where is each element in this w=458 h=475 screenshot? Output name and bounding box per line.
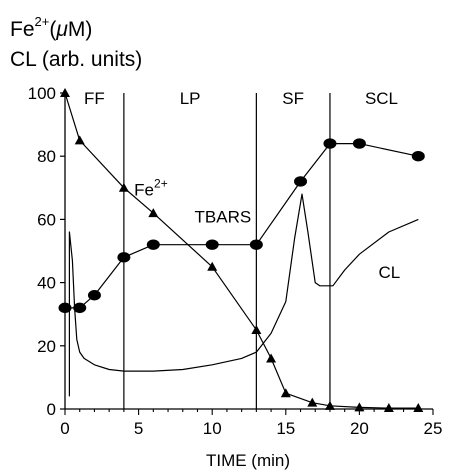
fe-data-point — [280, 388, 291, 398]
annotation-fe: Fe2+ — [134, 177, 168, 200]
y-tick-label: 0 — [47, 400, 56, 419]
fe-data-point — [324, 400, 335, 410]
phase-label-ff: FF — [84, 89, 105, 108]
x-tick-label: 15 — [276, 419, 295, 438]
y-axis-label-cl: CL (arb. units) — [10, 48, 142, 71]
fe-data-point — [118, 182, 129, 192]
fe-data-point — [74, 135, 85, 145]
x-tick-label: 25 — [424, 419, 443, 438]
y-label-unit: M) — [68, 18, 93, 41]
fe-data-point — [266, 353, 277, 363]
fe-data-point — [60, 88, 70, 97]
fe-data-point — [307, 397, 318, 407]
tbars-data-point — [352, 138, 366, 149]
x-tick-label: 10 — [203, 419, 222, 438]
tbars-data-point — [323, 138, 337, 149]
fe-data-point — [383, 403, 394, 413]
y-label-paren: ( — [49, 18, 56, 41]
tbars-data-point — [249, 239, 263, 250]
phase-label-lp: LP — [180, 89, 201, 108]
y-tick-label: 60 — [37, 210, 56, 229]
annotation-fe-base: Fe — [134, 181, 154, 200]
fe-data-point — [354, 402, 365, 412]
tbars-data-point — [294, 176, 308, 187]
tbars-data-point — [73, 302, 87, 314]
y-tick-label: 100 — [28, 84, 56, 103]
y-label-fe: Fe — [10, 18, 35, 41]
fe-data-point — [148, 208, 159, 218]
y-axis-label-iron: Fe2+(μM) — [10, 14, 92, 41]
cl-series-line — [68, 193, 419, 397]
annotation-tbars: TBARS — [195, 208, 252, 227]
tbars-data-point — [146, 239, 160, 250]
fe-series-line — [64, 92, 419, 409]
tbars-data-point — [205, 239, 219, 250]
fe-data-point — [413, 403, 424, 413]
y-label-fe-superscript: 2+ — [35, 14, 50, 29]
x-tick-label: 20 — [350, 419, 369, 438]
y-tick-label: 40 — [37, 274, 56, 293]
tbars-data-point — [58, 302, 72, 314]
y-tick-label: 80 — [37, 147, 56, 166]
annotation-fe-superscript: 2+ — [154, 177, 168, 191]
x-tick-label: 5 — [134, 419, 143, 438]
annotation-cl: CL — [379, 263, 401, 282]
plot-area: 0 20 40 60 80 100 0 5 10 15 20 25 FF LP SF SCL Fe2+ TBARS… — [28, 84, 443, 438]
phase-label-scl: SCL — [365, 89, 398, 108]
phase-label-sf: SF — [282, 89, 304, 108]
y-tick-label: 20 — [37, 337, 56, 356]
fe-data-point — [207, 261, 218, 271]
fe-data-point — [251, 325, 262, 334]
x-tick-label: 0 — [60, 419, 69, 438]
tbars-data-point — [117, 252, 131, 263]
x-axis-label: TIME (min) — [206, 451, 290, 470]
tbars-data-point — [87, 290, 101, 301]
y-label-mu: μ — [55, 18, 68, 41]
tbars-data-point — [411, 151, 425, 162]
